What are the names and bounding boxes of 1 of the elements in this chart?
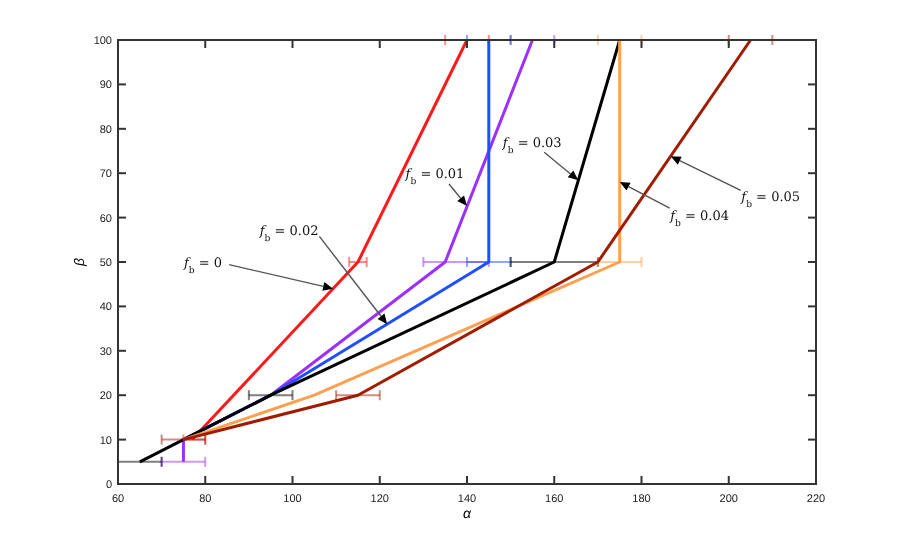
line-series xyxy=(181,38,753,442)
